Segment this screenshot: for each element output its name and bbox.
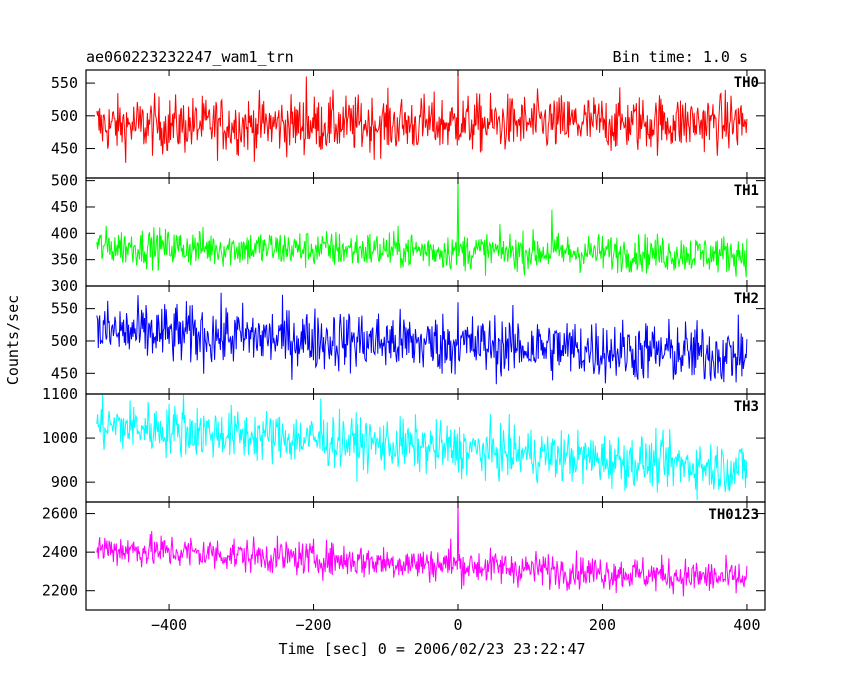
- panel-label-th3: TH3: [734, 399, 759, 415]
- series-line-th2: [96, 292, 748, 385]
- chart-title: ae060223232247_wam1_trn: [86, 48, 294, 66]
- x-tick-label: 0: [453, 616, 462, 634]
- chart-subtitle: Bin time: 1.0 s: [613, 48, 748, 66]
- x-tick-label: −400: [151, 616, 187, 634]
- series-line-th0123: [96, 501, 748, 597]
- panel-frame: [85, 285, 766, 395]
- panel-th1: TH1 300 350 400 450 500: [51, 172, 766, 295]
- panels-group: TH0 450 500 550 TH1 300 350 400 450 500 TH2 450 500 5…: [42, 69, 766, 634]
- panel-label-th0123: TH0123: [708, 507, 759, 523]
- y-tick-label: 350: [51, 251, 78, 269]
- panel-th0: TH0 450 500 550: [51, 69, 766, 179]
- y-tick-label: 400: [51, 224, 78, 242]
- panel-th2: TH2 450 500 550: [51, 285, 766, 395]
- y-tick-label: 500: [51, 172, 78, 190]
- x-tick-label: 400: [733, 616, 760, 634]
- x-axis-label: Time [sec] 0 = 2006/02/23 23:22:47: [278, 640, 585, 658]
- y-tick-label: 550: [51, 74, 78, 92]
- y-tick-label: 2600: [42, 505, 78, 523]
- panel-label-th2: TH2: [734, 291, 759, 307]
- y-tick-label: 550: [51, 300, 78, 318]
- series-line-th3: [96, 393, 748, 501]
- y-tick-label: 450: [51, 198, 78, 216]
- x-tick-label: 200: [589, 616, 616, 634]
- y-tick-label: 500: [51, 332, 78, 350]
- y-axis-label: Counts/sec: [4, 295, 22, 385]
- y-tick-label: 2200: [42, 582, 78, 600]
- panel-th0123: TH0123 2200 2400 2600: [42, 501, 766, 611]
- y-tick-label: 450: [51, 140, 78, 158]
- y-tick-label: 2400: [42, 543, 78, 561]
- panel-label-th0: TH0: [734, 75, 759, 91]
- y-tick-label: 500: [51, 107, 78, 125]
- series-line-th0: [96, 69, 748, 163]
- y-tick-label: 1100: [42, 385, 78, 403]
- y-tick-label: 1000: [42, 429, 78, 447]
- panel-frame: [85, 177, 766, 287]
- x-tick-label: −200: [295, 616, 331, 634]
- panel-frame: [85, 501, 766, 611]
- y-tick-label: 300: [51, 277, 78, 295]
- series-line-th1: [96, 177, 748, 278]
- y-tick-label: 900: [51, 473, 78, 491]
- panel-th3: TH3 900 1000 1100: [42, 385, 766, 503]
- panel-label-th1: TH1: [734, 183, 759, 199]
- y-tick-label: 450: [51, 364, 78, 382]
